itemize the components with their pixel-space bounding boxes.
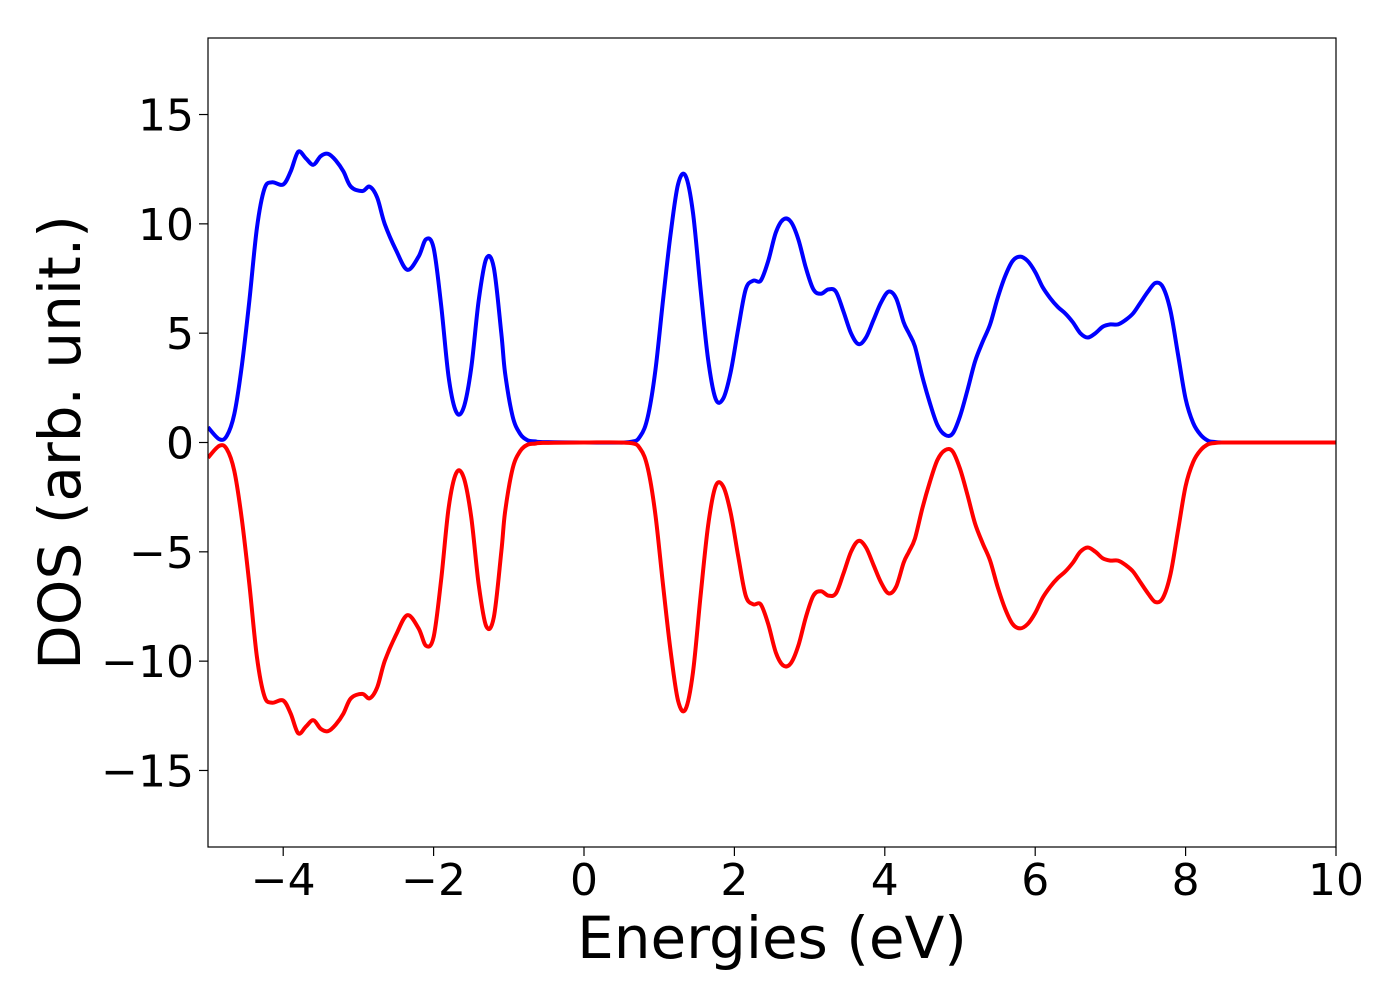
x-tick-label: 2 [720,855,748,906]
y-tick-label: 10 [138,200,194,251]
x-axis-title: Energies (eV) [577,904,967,972]
y-tick-label: 15 [138,91,194,142]
x-tick-label: 6 [1021,855,1049,906]
series-layer [208,149,1336,736]
x-tick-label: 10 [1308,855,1364,906]
y-axis-title: DOS (arb. unit.) [26,215,94,670]
x-tick-label: −4 [251,855,316,906]
y-tick-label: −10 [101,637,194,688]
y-tick-label: −15 [101,746,194,797]
series-line-up-spin [208,149,1336,445]
x-tick-label: 0 [570,855,598,906]
y-axis-ticks: 15 10 5 0 −5 −10 −15 [101,91,208,797]
y-tick-label: 5 [166,309,194,360]
x-axis-ticks: −4 −2 0 2 4 6 8 10 [251,847,1364,906]
x-tick-label: −2 [401,855,466,906]
y-tick-label: −5 [129,528,194,579]
series-line-down-spin [208,440,1336,736]
x-tick-label: 4 [871,855,899,906]
x-tick-label: 8 [1172,855,1200,906]
y-tick-label: 0 [166,419,194,470]
